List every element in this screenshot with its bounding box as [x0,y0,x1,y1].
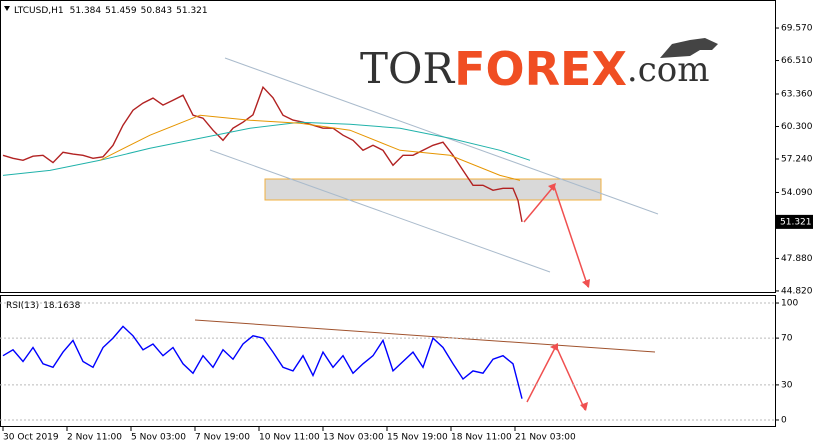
rsi-header: RSI(13) 18.1638 [6,301,81,311]
symbol: LTCUSD,H1 [14,6,64,16]
y-tick-label: 57.240 [781,155,813,165]
y-tick-label: 69.570 [781,24,813,34]
support-zone [264,178,602,201]
y-tick-label: 47.880 [781,254,813,264]
y-tick-label: 70 [781,334,793,344]
collapse-icon [4,6,10,11]
y-tick-label: 60.300 [781,122,813,132]
rsi-panel [0,295,776,427]
channel-line [209,149,551,273]
series-line [2,85,523,223]
ohlc: 51.321 [176,6,208,16]
y-tick-label: 100 [781,299,798,309]
rsi-trendline [194,319,656,353]
y-tick-label: 54.090 [781,188,813,198]
x-tick-label: 10 Nov 11:00 [259,433,320,443]
rsi-title: RSI(13) [6,301,39,311]
logo-part: TORFOREX.com [360,42,709,96]
logo-part: FOREX [454,42,627,96]
x-tick-label: 15 Nov 19:00 [387,433,448,443]
rsi-value: 18.1638 [43,301,80,311]
y-tick-label: 63.360 [781,89,813,99]
y-tick-label: 44.820 [781,286,813,296]
series-line [2,121,531,176]
logo-part: TOR [360,44,455,93]
ohlc: 50.843 [141,6,173,16]
x-tick-label: 30 Oct 2019 [3,433,59,443]
x-tick-label: 2 Nov 11:00 [67,433,122,443]
series-line [2,325,523,399]
logo-bull [660,38,718,58]
logo: TORFOREX.com [360,38,718,96]
series-line [99,114,521,181]
ohlc: 51.459 [105,6,137,16]
x-tick-label: 13 Nov 03:00 [323,433,384,443]
y-tick-label: 0 [781,415,787,425]
x-tick-label: 18 Nov 11:00 [451,433,512,443]
y-tick-label: 30 [781,380,793,390]
arrow-head [550,343,588,411]
header: LTCUSD,H1 51.384 51.459 50.843 51.321 [14,6,208,16]
price-panel [0,0,776,293]
x-tick-label: 5 Nov 03:00 [131,433,186,443]
x-tick-label: 21 Nov 03:00 [515,433,576,443]
last-price-label: 51.321 [780,217,812,227]
channel-line [224,57,659,215]
x-tick-label: 7 Nov 19:00 [195,433,250,443]
last-price-box [776,214,813,229]
y-tick-label: 66.510 [781,56,813,66]
ohlc: 51.384 [70,6,102,16]
